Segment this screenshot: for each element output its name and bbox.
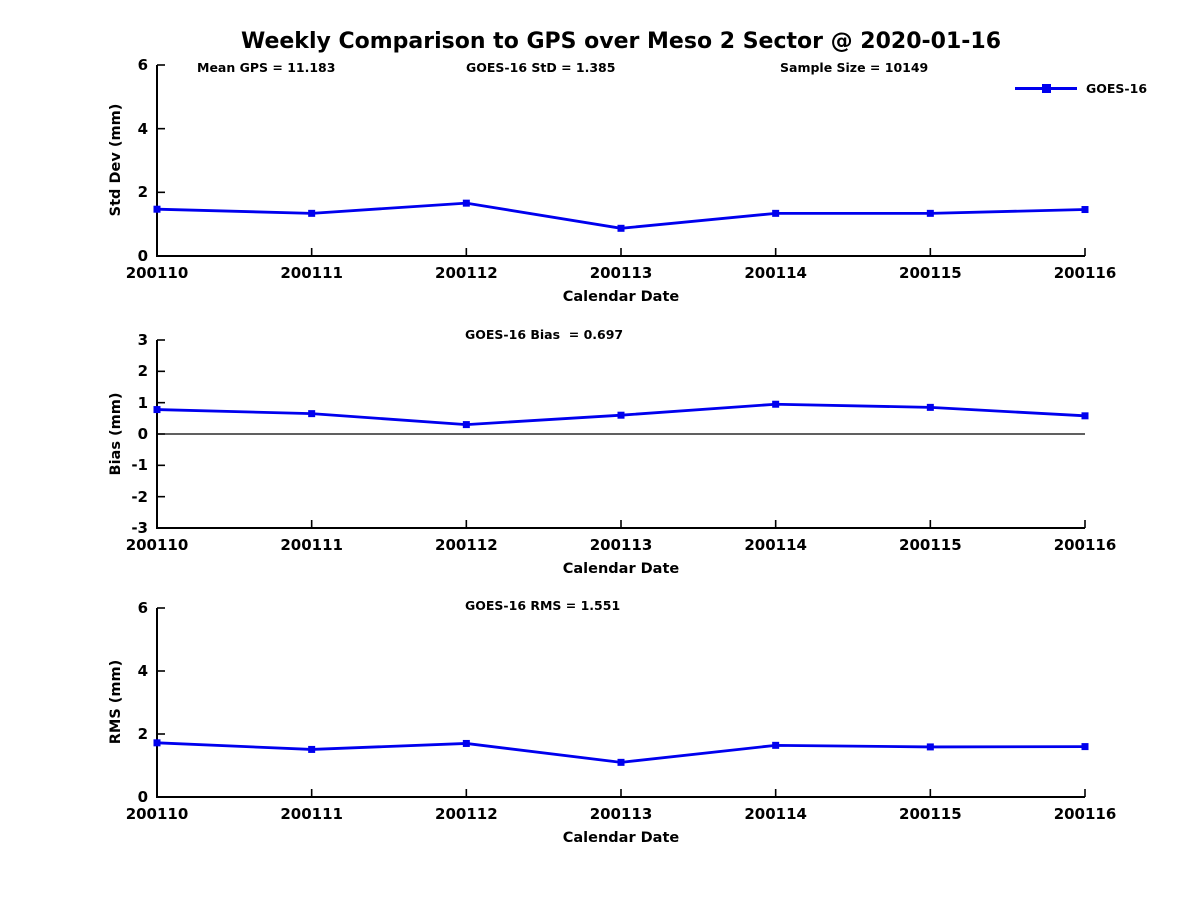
data-point-marker — [617, 224, 625, 232]
data-line-goes16 — [156, 201, 1086, 230]
chart-title: Weekly Comparison to GPS over Meso 2 Sec… — [240, 29, 1002, 54]
data-point-marker — [308, 410, 316, 418]
data-point-marker — [772, 209, 780, 217]
data-point-marker — [1081, 743, 1089, 751]
annotation-std: GOES-16 StD = 1.385 — [466, 60, 616, 75]
legend-square-marker-icon — [1042, 83, 1051, 93]
data-point-marker — [462, 739, 470, 747]
data-point-marker — [308, 745, 316, 753]
legend: GOES-16 — [1015, 80, 1147, 96]
data-point-marker — [617, 758, 625, 766]
data-point-marker — [308, 209, 316, 217]
annotation-bias: GOES-16 Bias = 0.697 — [465, 327, 624, 342]
data-point-marker — [926, 743, 934, 751]
data-point-marker — [462, 199, 470, 207]
data-point-marker — [926, 209, 934, 217]
annotation-rms: GOES-16 RMS = 1.551 — [465, 598, 621, 613]
legend-label: GOES-16 — [1086, 80, 1148, 96]
legend-line-sample — [1015, 83, 1077, 93]
data-point-marker — [772, 400, 780, 408]
data-point-marker — [926, 403, 934, 411]
annotation-mean-gps: Mean GPS = 11.183 — [197, 60, 336, 75]
subplot-stddev-xlabel: Calendar Date — [562, 289, 680, 305]
subplot-rms-plot-area — [153, 607, 1089, 798]
subplot-bias-ylabel: Bias (mm) — [108, 392, 124, 476]
subplot-stddev-ylabel: Std Dev (mm) — [108, 103, 124, 217]
axis-spines — [156, 608, 1085, 798]
data-point-marker — [1081, 412, 1089, 420]
subplot-stddev-plot-area — [153, 64, 1089, 257]
annotation-sample-size: Sample Size = 10149 — [780, 60, 929, 75]
subplot-rms-xlabel: Calendar Date — [562, 830, 680, 846]
subplot-bias-plot-area — [153, 339, 1089, 529]
data-point-marker — [1081, 206, 1089, 214]
subplot-rms-ylabel: RMS (mm) — [108, 659, 124, 745]
data-point-marker — [617, 411, 625, 419]
data-point-marker — [153, 205, 161, 213]
data-point-marker — [462, 421, 470, 429]
data-point-marker — [772, 741, 780, 749]
data-point-marker — [153, 739, 161, 747]
data-point-marker — [153, 406, 161, 414]
subplot-bias-xlabel: Calendar Date — [562, 561, 680, 577]
